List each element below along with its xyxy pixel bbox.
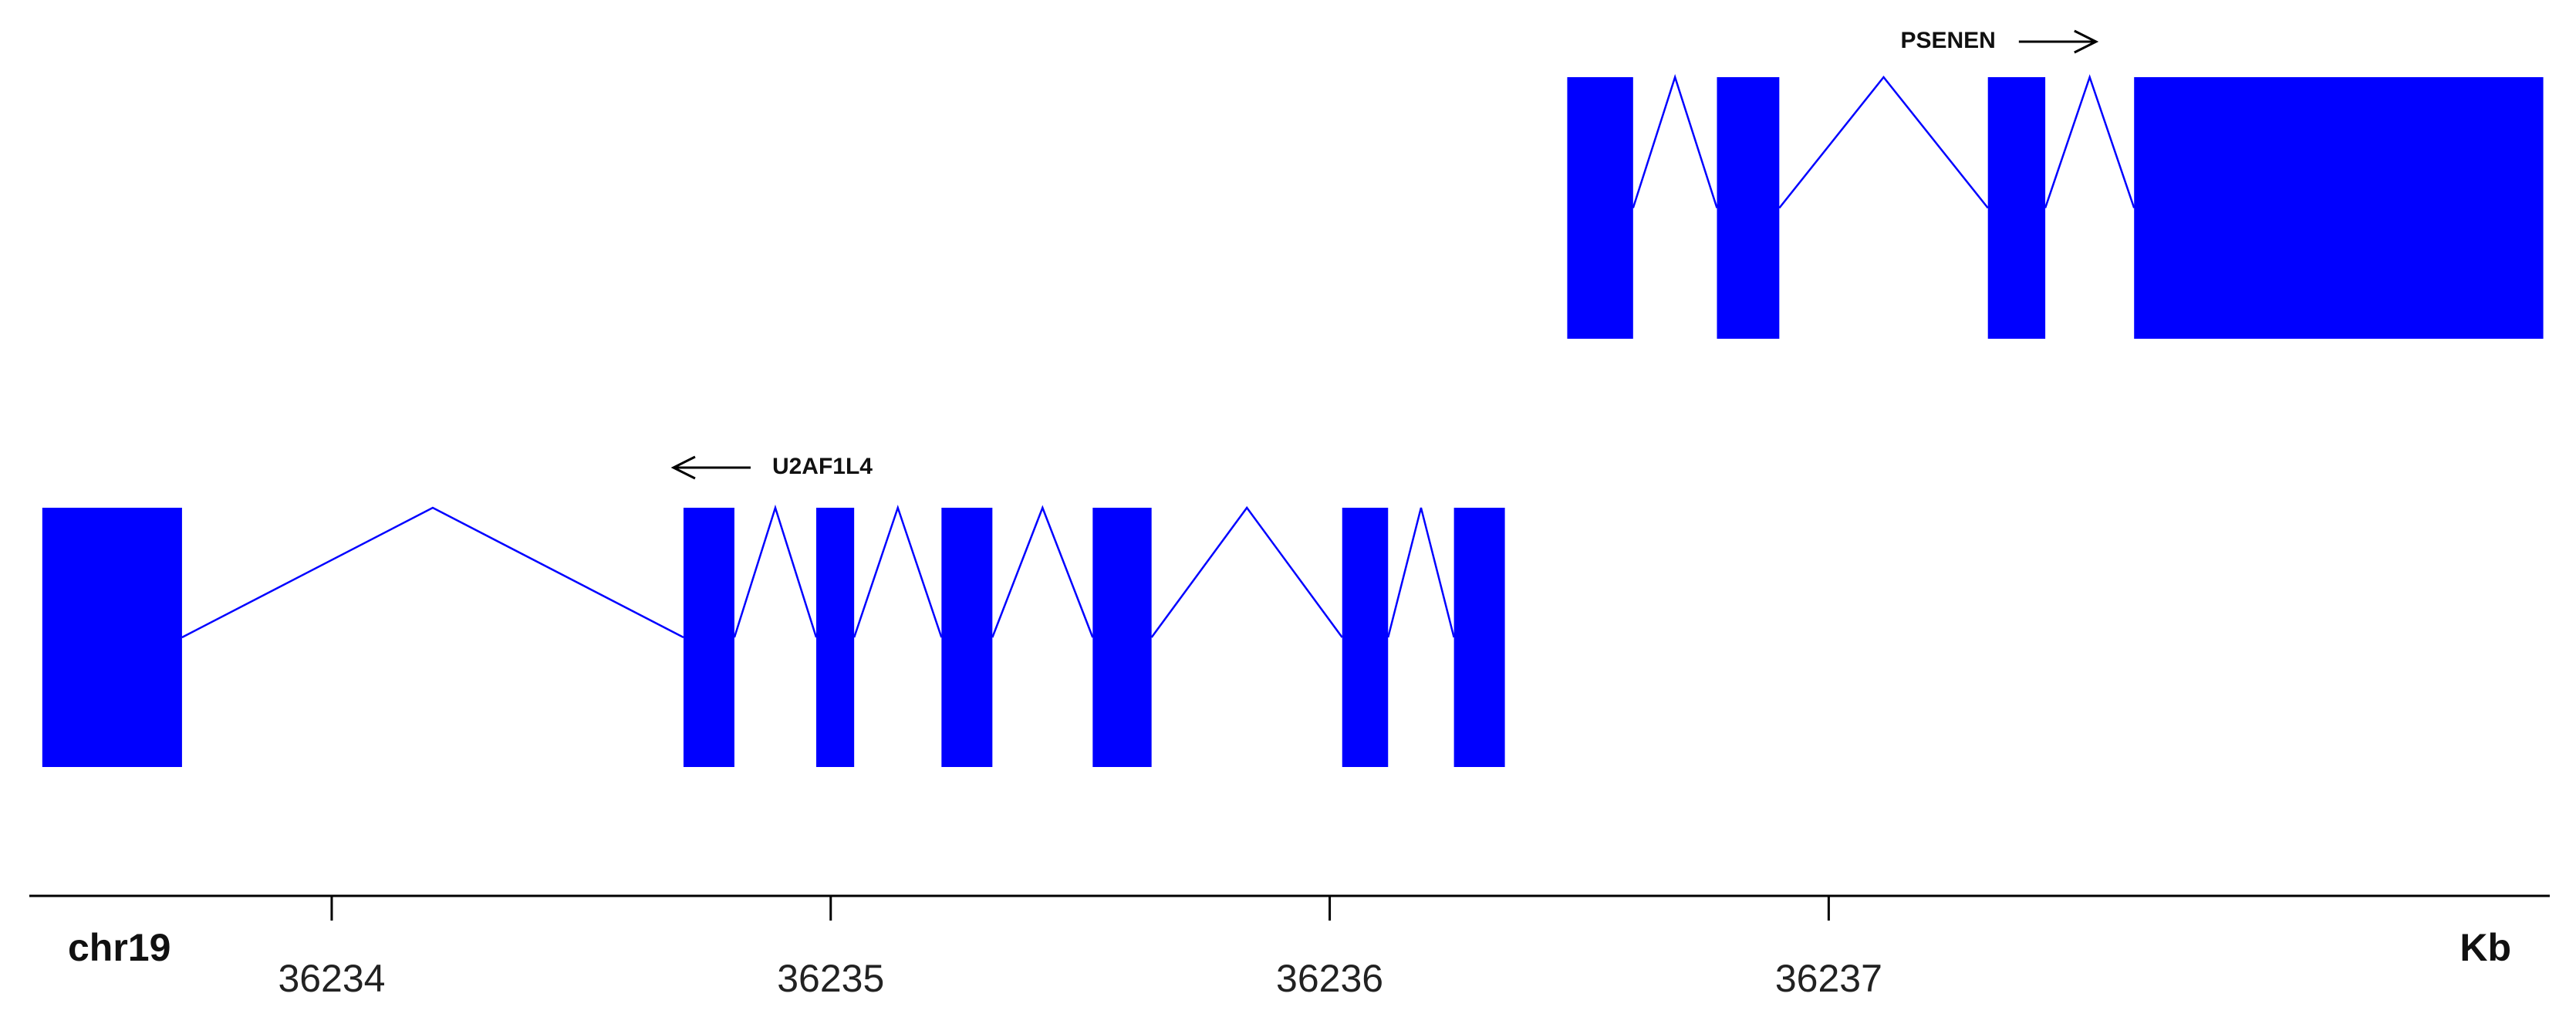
intron <box>1150 505 1343 638</box>
exon <box>1453 508 1505 767</box>
exon <box>1342 508 1389 767</box>
intron <box>852 505 943 638</box>
intron <box>1632 73 1718 208</box>
exon <box>816 508 855 767</box>
gene-label: U2AF1L4 <box>772 454 873 479</box>
gene-label: PSENEN <box>1900 28 1995 53</box>
exon <box>941 508 993 767</box>
exon <box>42 508 182 767</box>
intron <box>181 506 684 639</box>
direction-arrow <box>2018 29 2099 54</box>
tick-label: 36234 <box>278 957 385 1000</box>
intron <box>1387 507 1455 638</box>
unit-label: Kb <box>2460 926 2511 969</box>
intron <box>1778 75 1989 209</box>
exon <box>683 508 734 767</box>
exon <box>1717 77 1780 339</box>
exon <box>1092 508 1152 767</box>
intron <box>991 505 1094 638</box>
direction-arrow <box>670 455 751 480</box>
intron <box>2044 74 2135 208</box>
tick-label: 36236 <box>1276 957 1383 1000</box>
tick-label: 36237 <box>1775 957 1882 1000</box>
chromosome-label: chr19 <box>68 926 170 969</box>
exon <box>2134 77 2544 339</box>
exon <box>1987 77 2046 339</box>
exon <box>1567 77 1633 339</box>
tick-label: 36235 <box>777 957 884 1000</box>
intron <box>733 504 818 638</box>
